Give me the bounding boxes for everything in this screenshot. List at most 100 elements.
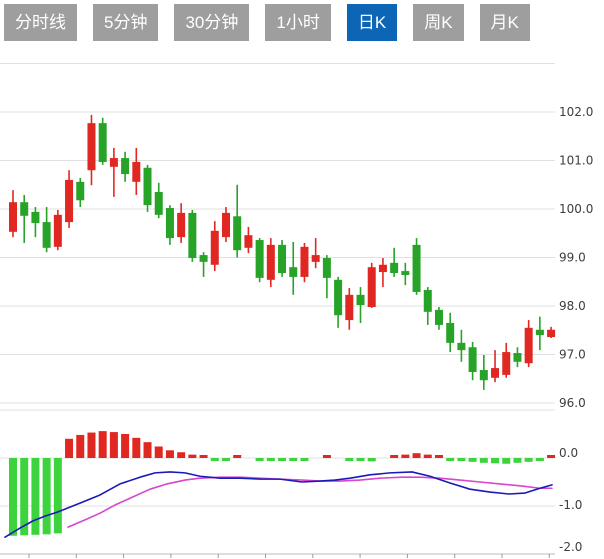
price-axis-label: 102.0 (559, 105, 593, 119)
candle-body (322, 257, 331, 278)
tab-5min[interactable]: 5分钟 (93, 4, 159, 41)
candle-body (210, 230, 219, 265)
candle-body (65, 179, 74, 223)
macd-histogram-bar (289, 458, 298, 461)
candle-body (423, 289, 432, 312)
macd-histogram-bar (390, 455, 399, 458)
macd-histogram-bar (65, 438, 74, 458)
macd-histogram-bar (524, 458, 533, 462)
price-axis-label: 97.0 (559, 348, 586, 362)
macd-histogram-bar (266, 458, 275, 461)
macd-histogram-bar (457, 458, 466, 461)
macd-histogram-bar (345, 458, 354, 461)
candle-body (188, 212, 197, 258)
macd-histogram-bar (300, 458, 309, 461)
tab-weekly-k[interactable]: 周K (413, 4, 464, 41)
candle-body (289, 267, 298, 277)
candle-body (199, 255, 208, 262)
dea-line (67, 476, 553, 528)
candle-body (378, 264, 387, 273)
candle-body (446, 322, 455, 343)
timeframe-tabs: 分时线 5分钟 30分钟 1小时 日K 周K 月K (0, 0, 604, 41)
macd-histogram-bar (9, 458, 17, 536)
macd-histogram-bar (76, 434, 85, 458)
macd-histogram-bar (31, 458, 40, 535)
candle-body (76, 181, 85, 201)
macd-histogram-bar (221, 458, 230, 461)
macd-histogram-bar (278, 458, 287, 461)
candle-body (311, 255, 320, 262)
candle-body (300, 246, 309, 277)
tab-daily-k[interactable]: 日K (346, 4, 398, 41)
candle-body (401, 271, 410, 275)
candle-body (98, 123, 107, 162)
price-axis-label: 101.0 (559, 154, 593, 168)
candle-body (502, 352, 511, 375)
candle-body (390, 262, 399, 274)
macd-histogram-bar (423, 454, 432, 458)
macd-axis-label: 0.0 (559, 446, 578, 460)
candle-body (9, 202, 17, 232)
macd-axis-label: -1.0 (559, 498, 582, 512)
macd-histogram-bar (121, 434, 130, 458)
macd-histogram-bar (165, 450, 174, 458)
macd-histogram-bar (535, 458, 544, 461)
candle-body (233, 216, 242, 251)
macd-histogram-bar (322, 455, 331, 458)
tab-1hour[interactable]: 1小时 (265, 4, 331, 41)
tab-time-line[interactable]: 分时线 (4, 4, 77, 41)
candle-body (244, 235, 253, 248)
macd-histogram-bar (513, 458, 522, 463)
macd-histogram-bar (87, 432, 96, 458)
candle-body (87, 123, 96, 171)
macd-histogram-bar (42, 458, 51, 535)
price-axis-label: 99.0 (559, 251, 586, 265)
candle-body (121, 158, 130, 175)
macd-histogram-bar (188, 454, 197, 458)
macd-histogram-bar (98, 431, 107, 458)
candle-body (42, 222, 51, 248)
candle-body (53, 214, 62, 247)
macd-histogram-bar (468, 458, 477, 462)
macd-histogram-bar (233, 455, 242, 458)
candle-body (165, 208, 174, 239)
candle-body (491, 368, 500, 378)
candle-body (535, 329, 544, 336)
tab-monthly-k[interactable]: 月K (479, 4, 530, 41)
candle-body (434, 309, 443, 325)
macd-histogram-bar (53, 458, 62, 534)
candle-body (468, 347, 477, 372)
price-axis-label: 100.0 (559, 202, 593, 216)
candle-body (143, 167, 152, 206)
macd-histogram-bar (401, 454, 410, 458)
macd-histogram-bar (367, 458, 376, 462)
macd-histogram-bar (502, 458, 511, 464)
price-axis-label: 98.0 (559, 299, 586, 313)
candle-body (132, 161, 141, 182)
macd-histogram-bar (491, 458, 500, 464)
tab-30min[interactable]: 30分钟 (174, 4, 250, 41)
macd-histogram-bar (199, 455, 208, 458)
macd-histogram-bar (109, 432, 118, 458)
candle-body (457, 342, 466, 351)
candle-body (345, 294, 354, 321)
candle-body (524, 327, 533, 364)
dif-line (4, 471, 553, 539)
candle-body (547, 329, 556, 338)
price-axis-label: 96.0 (559, 396, 586, 410)
candle-body (221, 212, 230, 238)
candle-body (479, 370, 488, 381)
macd-histogram-bar (434, 455, 443, 458)
candle-body (255, 240, 264, 278)
candle-body (20, 202, 29, 216)
macd-histogram-bar (210, 458, 219, 461)
macd-histogram-bar (479, 458, 488, 463)
candle-body (412, 244, 421, 292)
candle-body (266, 244, 275, 280)
candle-body (356, 294, 365, 306)
macd-histogram-bar (154, 446, 163, 458)
candle-body (513, 353, 522, 362)
macd-histogram-bar (412, 453, 421, 458)
macd-histogram-bar (356, 458, 365, 461)
macd-histogram-bar (446, 458, 455, 461)
